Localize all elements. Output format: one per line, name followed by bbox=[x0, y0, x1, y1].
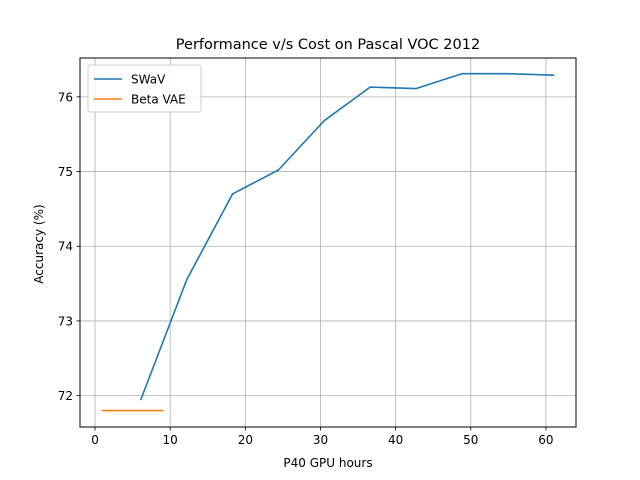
x-axis-label: P40 GPU hours bbox=[283, 456, 372, 470]
legend-box bbox=[87, 64, 202, 113]
x-tick-label: 60 bbox=[538, 433, 553, 447]
x-tick-label: 50 bbox=[463, 433, 478, 447]
y-tick-label: 73 bbox=[58, 314, 73, 328]
series-layer bbox=[101, 72, 555, 412]
y-tick-label: 76 bbox=[58, 90, 73, 104]
chart-title: Performance v/s Cost on Pascal VOC 2012 bbox=[176, 37, 480, 53]
x-tick-label: 20 bbox=[238, 433, 253, 447]
grid bbox=[80, 58, 576, 427]
legend-label-swav: SWaV bbox=[131, 73, 166, 87]
y-tick-label: 72 bbox=[58, 389, 73, 403]
y-axis-label: Accuracy (%) bbox=[32, 204, 46, 283]
legend: SWaV Beta VAE bbox=[87, 64, 202, 113]
legend-label-beta-vae: Beta VAE bbox=[131, 93, 186, 107]
y-tick-label: 75 bbox=[58, 165, 73, 179]
x-tick-label: 10 bbox=[163, 433, 178, 447]
x-tick-label: 30 bbox=[313, 433, 328, 447]
series-line-swav bbox=[139, 72, 555, 401]
x-tick-label: 40 bbox=[388, 433, 403, 447]
plot-frame bbox=[79, 57, 577, 428]
y-tick-label: 74 bbox=[58, 240, 73, 254]
x-tick-label: 0 bbox=[91, 433, 99, 447]
x-axis-ticks: 0 10 20 30 40 50 60 bbox=[91, 427, 554, 447]
y-axis-ticks: 72 73 74 75 76 bbox=[58, 90, 80, 403]
